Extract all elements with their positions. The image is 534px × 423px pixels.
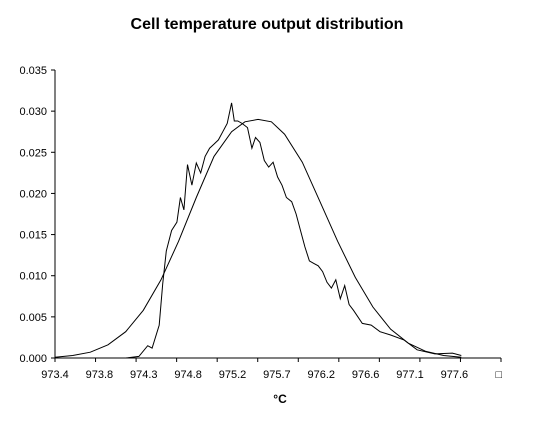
x-tick-label: 975.2 <box>219 369 247 381</box>
y-tick-label: 0.005 <box>19 312 47 324</box>
x-tick-label: 974.3 <box>130 369 158 381</box>
series-line-observed <box>55 102 462 359</box>
x-tick-label: 973.4 <box>41 369 69 381</box>
y-tick-label: 0.030 <box>19 106 47 118</box>
x-axis-label: °C <box>273 392 287 406</box>
y-tick-label: 0.025 <box>19 147 47 159</box>
x-tick-label: 976.6 <box>352 369 380 381</box>
y-tick-label: 0.015 <box>19 230 47 242</box>
y-axis: 0.000 0.005 0.010 0.015 0.020 0.025 0.030 0.035 <box>19 65 56 365</box>
x-tick-label: 973.8 <box>86 369 114 381</box>
y-tick-label: 0.010 <box>19 271 47 283</box>
y-tick-label: 0.035 <box>19 65 47 77</box>
x-tick-label: 977.6 <box>441 369 469 381</box>
series-group <box>54 102 462 359</box>
x-axis: 973.4 973.8 974.3 974.8 975.2 975.7 976.2 976.6… <box>41 357 502 381</box>
y-tick-label: 0.000 <box>19 353 47 365</box>
y-tick-label: 0.020 <box>19 188 47 200</box>
x-tick-label: 975.7 <box>263 369 291 381</box>
x-tick-label: 976.2 <box>308 369 336 381</box>
x-tick-label: 974.8 <box>174 369 202 381</box>
series-line-fitted <box>54 118 462 358</box>
chart-title: Cell temperature output distribution <box>130 16 404 33</box>
x-tick-label: □ <box>495 369 502 381</box>
x-tick-label: 977.1 <box>396 369 424 381</box>
